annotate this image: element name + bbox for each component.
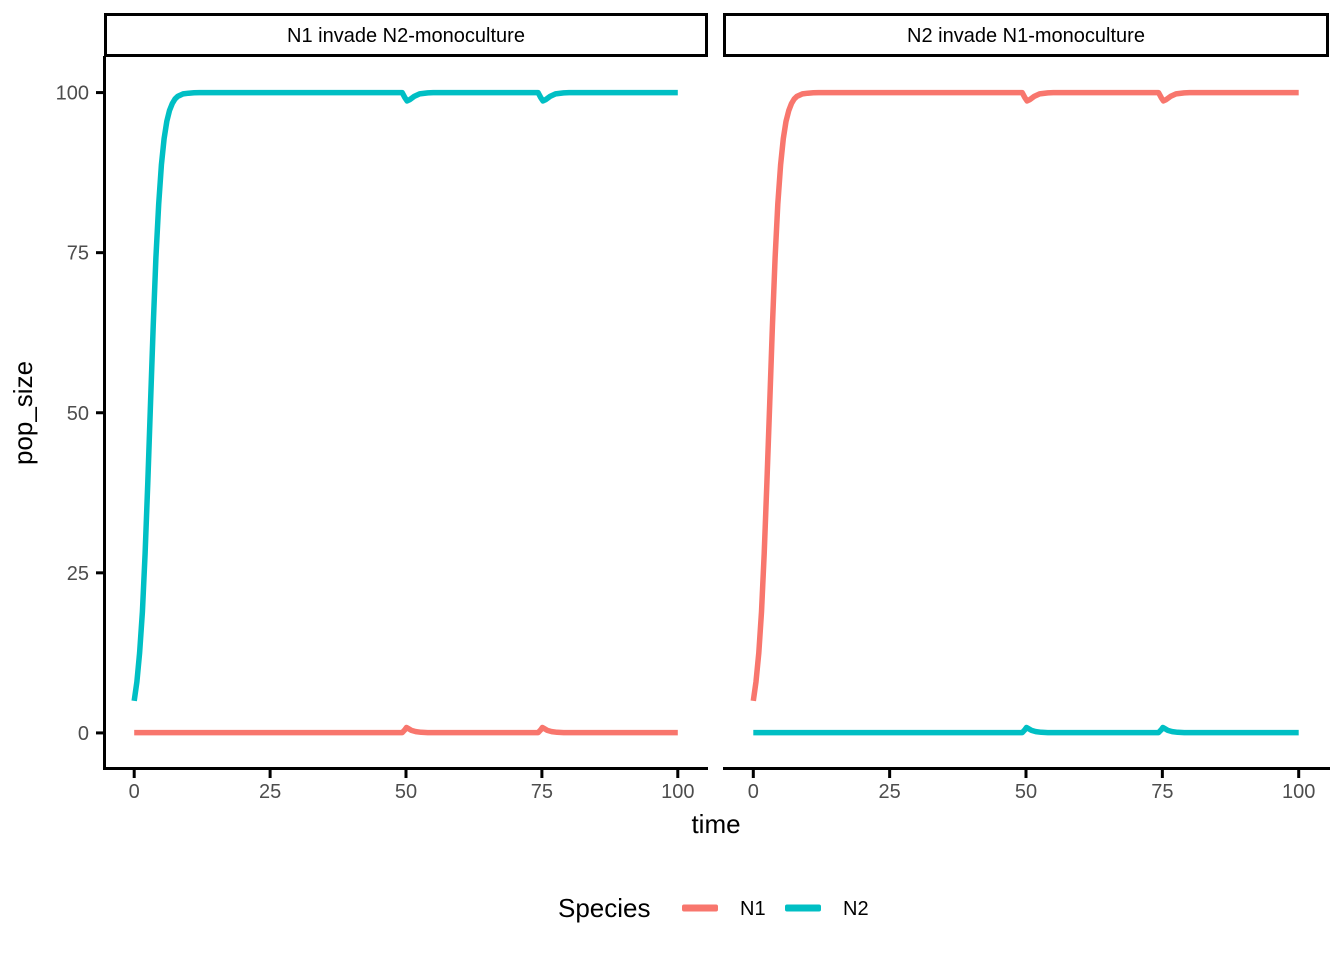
x-tick-label-panel1-25: 25 (879, 781, 901, 803)
series-line-n2-panel-0 (131, 89, 678, 702)
legend-key-n1 (682, 904, 718, 912)
x-axis-ticks-right-panel: 0 25 50 75 100 (748, 770, 1315, 803)
x-axis-title: time (691, 809, 740, 839)
legend-title: Species (558, 893, 651, 923)
x-tick-label-panel1-75: 75 (1151, 781, 1173, 803)
legend-key-n2 (785, 904, 821, 912)
series-line-n1-panel-1 (750, 89, 1299, 702)
panel-left-curves (131, 89, 678, 736)
x-tick-label-panel1-50: 50 (1015, 781, 1037, 803)
y-axis-ticks: 0 25 50 75 100 (56, 83, 103, 745)
facet-strip-right (723, 13, 1329, 57)
y-tick-label-100: 100 (56, 83, 89, 105)
x-tick-label-panel0-0: 0 (129, 781, 140, 803)
legend: Species N1 N2 (558, 893, 869, 923)
series-line-n2-panel-1 (753, 724, 1299, 736)
axis-lines (103, 56, 1330, 770)
x-tick-label-panel0-75: 75 (531, 781, 553, 803)
y-tick-label-75: 75 (67, 243, 89, 265)
facet-title-left: N1 invade N2-monoculture (287, 25, 525, 47)
y-axis-title: pop_size (8, 361, 38, 465)
facet-strips: N1 invade N2-monoculture N2 invade N1-mo… (104, 13, 1329, 57)
y-tick-label-0: 0 (78, 723, 89, 745)
x-tick-label-panel0-100: 100 (661, 781, 694, 803)
x-tick-label-panel1-0: 0 (748, 781, 759, 803)
facet-strip-left (104, 13, 708, 57)
legend-label-n1: N1 (740, 898, 766, 920)
x-axis-ticks-left-panel: 0 25 50 75 100 (129, 770, 694, 803)
y-tick-label-25: 25 (67, 563, 89, 585)
x-tick-label-panel1-100: 100 (1282, 781, 1315, 803)
series-line-n1-panel-0 (134, 724, 678, 736)
y-tick-label-50: 50 (67, 403, 89, 425)
panel-right-curves (750, 89, 1299, 736)
x-tick-label-panel0-50: 50 (395, 781, 417, 803)
legend-label-n2: N2 (843, 898, 869, 920)
facet-title-right: N2 invade N1-monoculture (907, 25, 1145, 47)
x-tick-label-panel0-25: 25 (259, 781, 281, 803)
